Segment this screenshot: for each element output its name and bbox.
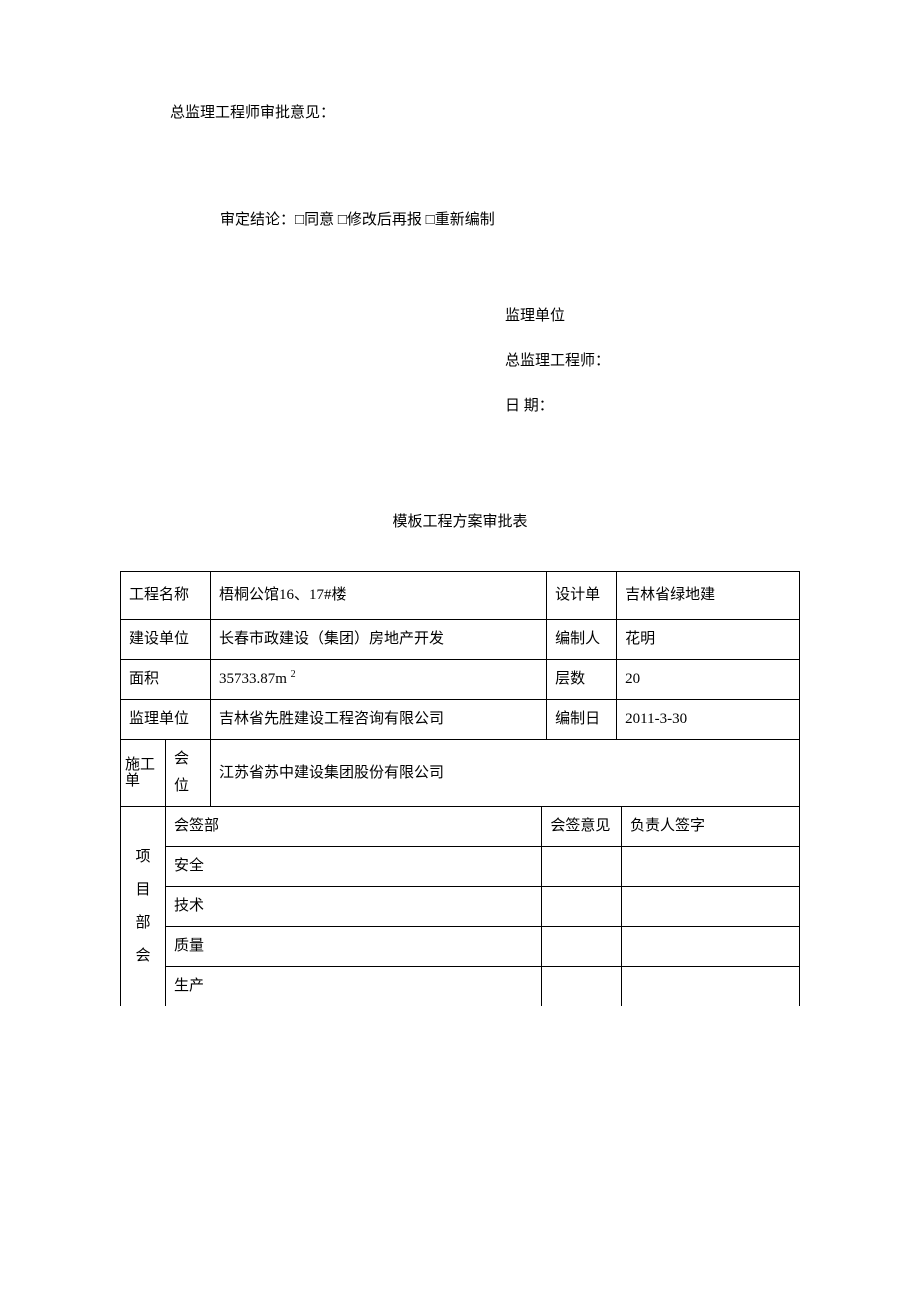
sig-date: 日 期： <box>505 384 800 429</box>
cell-sign-person-header: 负责人签字 <box>621 807 799 847</box>
cell-design-value: 吉林省绿地建 <box>617 572 800 620</box>
conclusion-line: 审定结论：□同意 □修改后再报 □重新编制 <box>220 207 800 234</box>
cell-build-label: 建设单位 <box>121 620 211 660</box>
cell-safety-label: 安全 <box>166 847 542 887</box>
signature-block: 监理单位 总监理工程师： 日 期： <box>505 294 800 429</box>
sig-unit: 监理单位 <box>505 294 800 339</box>
row-sign-header: 项 目 部 会 会签部 会签意见 负责人签字 <box>121 807 800 847</box>
cell-tech-label: 技术 <box>166 887 542 927</box>
cell-floors-label: 层数 <box>547 660 617 700</box>
cell-build-value: 长春市政建设（集团）房地产开发 <box>211 620 547 660</box>
cell-safety-opinion <box>542 847 622 887</box>
cell-construct-label2: 会位 <box>166 740 211 807</box>
row-production: 生产 <box>121 967 800 1007</box>
cell-author-label: 编制人 <box>547 620 617 660</box>
cell-supervise-label: 监理单位 <box>121 700 211 740</box>
cell-quality-label: 质量 <box>166 927 542 967</box>
vlabel-2: 目 部 <box>129 874 157 940</box>
cell-area-value: 35733.87m 2 <box>211 660 547 700</box>
cell-supervise-value: 吉林省先胜建设工程咨询有限公司 <box>211 700 547 740</box>
cell-production-opinion <box>542 967 622 1007</box>
row-quality: 质量 <box>121 927 800 967</box>
cell-area-label: 面积 <box>121 660 211 700</box>
cell-sign-dept-header: 会签部 <box>166 807 542 847</box>
sig-engineer: 总监理工程师： <box>505 339 800 384</box>
approval-table: 工程名称 梧桐公馆16、17#楼 设计单 吉林省绿地建 建设单位 长春市政建设（… <box>120 571 800 1006</box>
approval-section: 总监理工程师审批意见： 审定结论：□同意 □修改后再报 □重新编制 监理单位 总… <box>120 100 800 429</box>
cell-construct-value: 江苏省苏中建设集团股份有限公司 <box>211 740 800 807</box>
row-safety: 安全 <box>121 847 800 887</box>
cell-tech-sign <box>621 887 799 927</box>
conclusion-label: 审定结论： <box>220 212 295 228</box>
cell-production-label: 生产 <box>166 967 542 1007</box>
approval-title: 总监理工程师审批意见： <box>170 100 800 127</box>
cell-date-value: 2011-3-30 <box>617 700 800 740</box>
row-project-name: 工程名称 梧桐公馆16、17#楼 设计单 吉林省绿地建 <box>121 572 800 620</box>
cell-construct-label1: 施工单 <box>121 740 166 807</box>
row-supervise: 监理单位 吉林省先胜建设工程咨询有限公司 编制日 2011-3-30 <box>121 700 800 740</box>
area-sup: 2 <box>291 669 296 680</box>
row-construct: 施工单 会位 江苏省苏中建设集团股份有限公司 <box>121 740 800 807</box>
cell-sign-opinion-header: 会签意见 <box>542 807 622 847</box>
row-build-unit: 建设单位 长春市政建设（集团）房地产开发 编制人 花明 <box>121 620 800 660</box>
vlabel-1: 项 <box>129 841 157 874</box>
form-title: 模板工程方案审批表 <box>120 509 800 536</box>
cell-quality-opinion <box>542 927 622 967</box>
option-modify: □修改后再报 <box>338 212 422 228</box>
row-tech: 技术 <box>121 887 800 927</box>
cell-project-label: 工程名称 <box>121 572 211 620</box>
cell-quality-sign <box>621 927 799 967</box>
cell-safety-sign <box>621 847 799 887</box>
row-area: 面积 35733.87m 2 层数 20 <box>121 660 800 700</box>
cell-author-value: 花明 <box>617 620 800 660</box>
cell-vertical-label: 项 目 部 会 <box>121 807 166 1007</box>
option-agree: □同意 <box>295 212 334 228</box>
cell-project-value: 梧桐公馆16、17#楼 <box>211 572 547 620</box>
cell-floors-value: 20 <box>617 660 800 700</box>
cell-production-sign <box>621 967 799 1007</box>
area-num: 35733.87m <box>219 671 287 687</box>
cell-tech-opinion <box>542 887 622 927</box>
cell-design-label: 设计单 <box>547 572 617 620</box>
cell-date-label: 编制日 <box>547 700 617 740</box>
vlabel-3: 会 <box>129 940 157 973</box>
option-rewrite: □重新编制 <box>426 212 495 228</box>
